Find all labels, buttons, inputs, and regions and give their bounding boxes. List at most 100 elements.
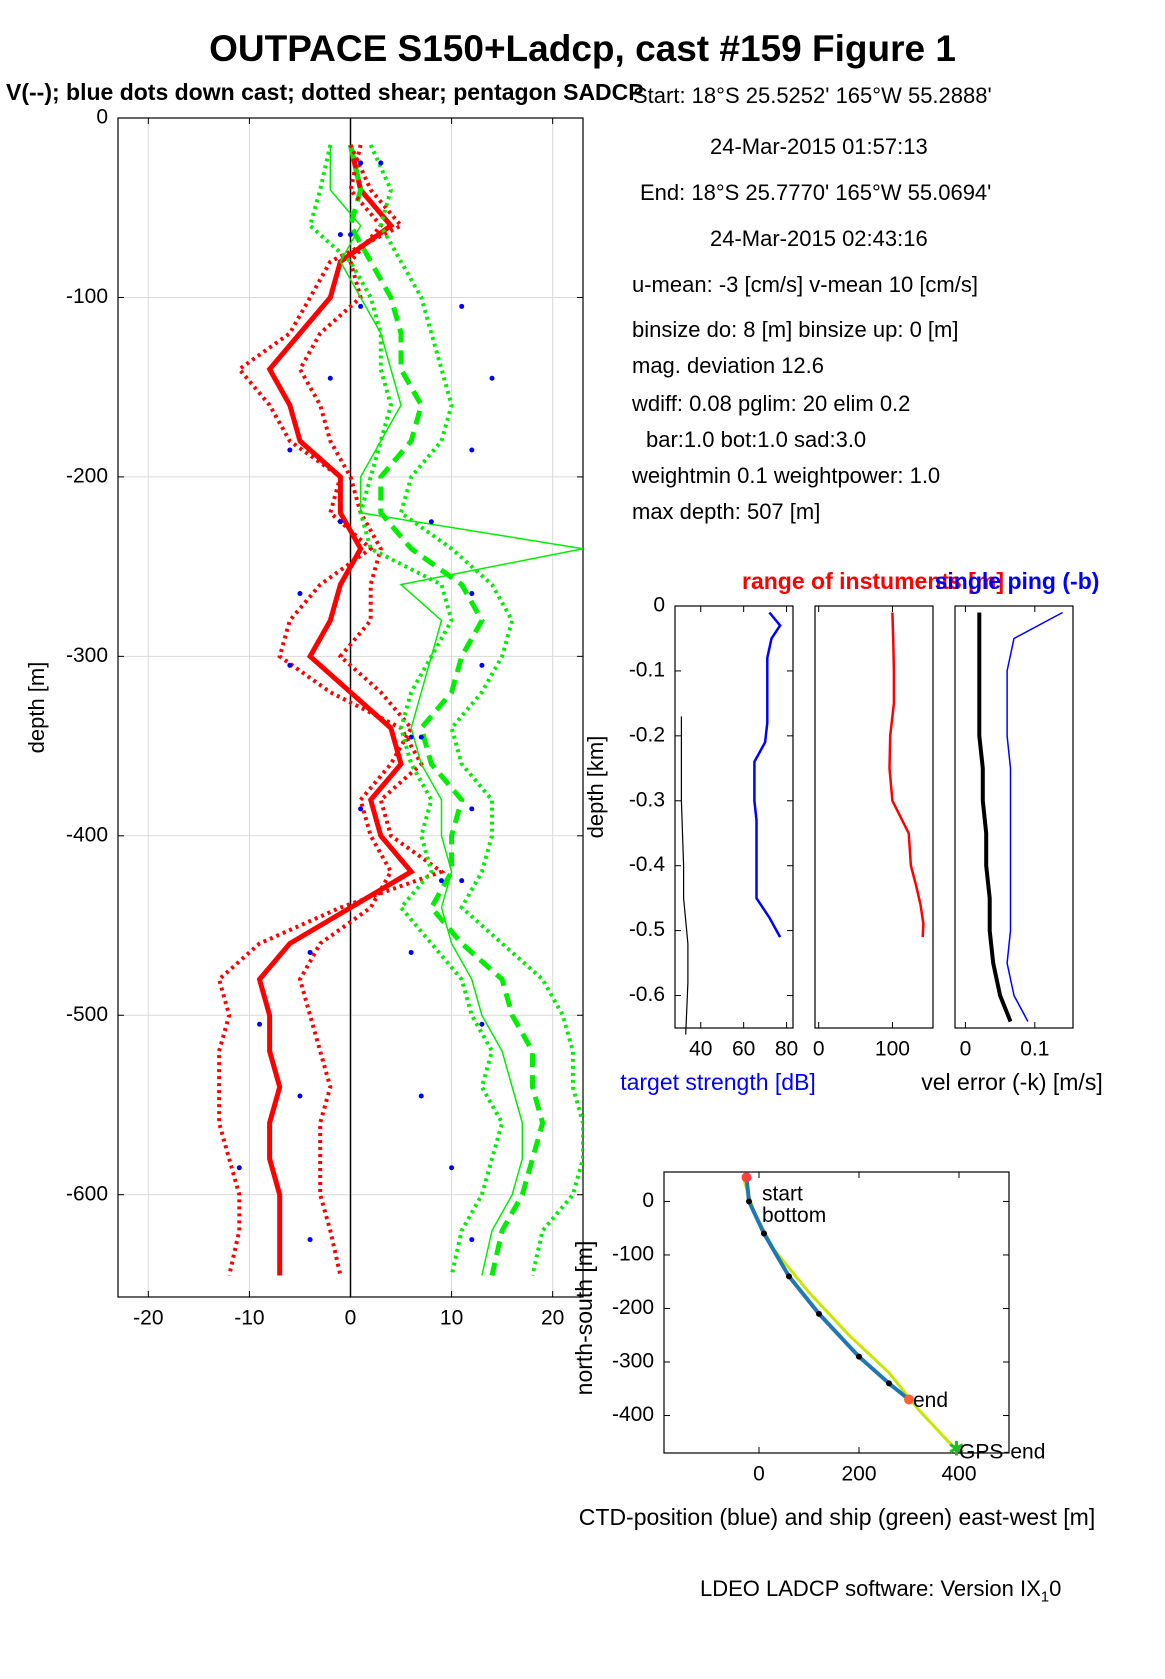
downcast-dot-v xyxy=(479,662,485,668)
downcast-dot-v xyxy=(348,232,353,238)
ts-xtick-label: 80 xyxy=(775,1038,798,1061)
downcast-dot-v xyxy=(469,1237,475,1243)
downcast-dot-v xyxy=(438,878,444,884)
ts-frame xyxy=(674,605,794,1029)
velocity-error-chart: 0 0.1 vel error (-k) [m/s] single ping (-b) xyxy=(921,568,1102,1095)
downcast-dot-u xyxy=(297,591,303,597)
range-frame xyxy=(814,605,934,1029)
ts-series-black xyxy=(680,716,689,1035)
ts-ytick-label: 0 xyxy=(653,594,665,617)
profile-ytick-label: 0 xyxy=(96,106,108,129)
profile-ytick-label: -400 xyxy=(66,823,108,846)
downcast-dot-u xyxy=(358,160,364,166)
range-series-range xyxy=(888,612,925,938)
err-xtick-label: 0 xyxy=(960,1038,972,1061)
pos-ytick-label: -200 xyxy=(612,1296,654,1319)
ts-ylabel: depth [km] xyxy=(583,736,608,839)
ts-ytick-label: -0.2 xyxy=(629,723,665,746)
downcast-dot-v xyxy=(408,949,414,955)
info-mean: u-mean: -3 [cm/s] v-mean 10 [cm/s] xyxy=(632,272,978,297)
info-weight: weightmin 0.1 weightpower: 1.0 xyxy=(632,463,941,488)
downcast-dot-u xyxy=(287,662,293,668)
pos-series-ctd xyxy=(744,1177,911,1402)
downcast-dot-v xyxy=(489,375,495,381)
profile-ytick-label: -300 xyxy=(66,644,108,667)
pos-label-start: start xyxy=(762,1183,803,1206)
downcast-dot-u xyxy=(327,375,333,381)
info-start-time: 24-Mar-2015 01:57:13 xyxy=(710,134,928,159)
profile-xtick-label: -10 xyxy=(234,1307,264,1330)
info-magdev: mag. deviation 12.6 xyxy=(632,353,825,378)
info-start: Start: 18°S 25.5252' 165°W 55.2888' xyxy=(633,83,992,108)
err-frame xyxy=(954,605,1074,1029)
downcast-dot-u xyxy=(408,734,414,740)
info-end: End: 18°S 25.7770' 165°W 55.0694' xyxy=(640,180,992,205)
ts-series-downlooker xyxy=(753,611,782,938)
err-series-vel-error xyxy=(977,612,1013,1023)
pos-xtick-label: 400 xyxy=(941,1463,976,1486)
info-wdiff: wdiff: 0.08 pglim: 20 elim 0.2 xyxy=(632,391,911,416)
err-xlabel: vel error (-k) [m/s] xyxy=(921,1069,1102,1095)
profile-ylabel: depth [m] xyxy=(24,662,49,754)
figure-title: OUTPACE S150+Ladcp, cast #159 Figure 1 xyxy=(209,28,956,69)
profile-ytick-label: -500 xyxy=(66,1003,108,1026)
downcast-dot-u xyxy=(459,878,465,884)
downcast-dot-v xyxy=(469,806,475,812)
profile-ytick-label: -200 xyxy=(66,464,108,487)
ts-xtick-label: 60 xyxy=(732,1038,755,1061)
downcast-dot-u xyxy=(297,1093,303,1099)
software-version-text: LDEO LADCP software: Version IX xyxy=(700,1576,1041,1601)
downcast-dot-u xyxy=(307,949,313,955)
downcast-dot-v xyxy=(418,1093,424,1099)
ts-ytick-label: -0.4 xyxy=(629,853,666,876)
pos-ytick-label: -400 xyxy=(612,1403,654,1426)
downcast-dot-v xyxy=(479,1021,485,1027)
profile-xtick-label: 20 xyxy=(541,1307,564,1330)
pos-ctd-dot xyxy=(786,1273,792,1280)
pos-gps-end-marker: ✱ xyxy=(948,1439,965,1461)
pos-ctd-dot xyxy=(761,1230,767,1237)
ts-ytick-label: -0.1 xyxy=(629,658,665,681)
downcast-dot-u xyxy=(358,806,364,812)
pos-label-end: end xyxy=(913,1389,948,1412)
pos-frame xyxy=(663,1171,1010,1454)
range-chart: 0 100 xyxy=(813,605,934,1061)
info-binsize: binsize do: 8 [m] binsize up: 0 [m] xyxy=(632,317,959,342)
pos-ctd-dot xyxy=(746,1198,752,1205)
downcast-dot-v xyxy=(378,160,384,166)
pos-ylabel: north-south [m] xyxy=(571,1241,597,1396)
downcast-dot-u xyxy=(358,303,364,309)
info-end-time: 24-Mar-2015 02:43:16 xyxy=(710,226,928,251)
pos-ctd-dot xyxy=(816,1310,822,1317)
profile-xtick-label: 0 xyxy=(345,1307,357,1330)
figure-subtitle: V(--); blue dots down cast; dotted shear… xyxy=(6,79,644,105)
ts-xtick-label: 40 xyxy=(689,1038,712,1061)
downcast-dot-v xyxy=(469,591,475,597)
range-xtick-label: 0 xyxy=(813,1038,825,1061)
series-v-shear xyxy=(307,144,505,1276)
info-bar: bar:1.0 bot:1.0 sad:3.0 xyxy=(646,427,867,452)
downcast-dot-v xyxy=(469,447,475,453)
downcast-dot-v xyxy=(428,519,434,525)
pos-ytick-label: 0 xyxy=(642,1189,654,1212)
downcast-dot-v xyxy=(449,1165,455,1171)
pos-label-gps-end: GPS-end xyxy=(959,1441,1045,1464)
downcast-dot-u xyxy=(337,519,343,525)
profile-ytick-label: -600 xyxy=(66,1182,108,1205)
series-v xyxy=(347,144,546,1277)
pos-start-marker xyxy=(741,1172,752,1183)
downcast-dot-u xyxy=(236,1165,242,1171)
err-series-single-ping xyxy=(1006,611,1063,1022)
pos-xtick-label: 0 xyxy=(753,1463,765,1486)
pos-label-bottom: bottom xyxy=(762,1204,826,1227)
series-u-shear xyxy=(216,144,446,1276)
velocity-profile-chart: -20 -10 0 10 200-100-200-300-400-500-600dept… xyxy=(24,106,584,1330)
err-xtick-label: 0.1 xyxy=(1020,1038,1049,1061)
pos-xlabel: CTD-position (blue) and ship (green) eas… xyxy=(579,1504,1095,1530)
downcast-dot-v xyxy=(418,734,424,740)
err-title: single ping (-b) xyxy=(935,568,1100,594)
series-v-shear-2 xyxy=(368,144,583,1276)
pos-ytick-label: -100 xyxy=(612,1243,654,1266)
